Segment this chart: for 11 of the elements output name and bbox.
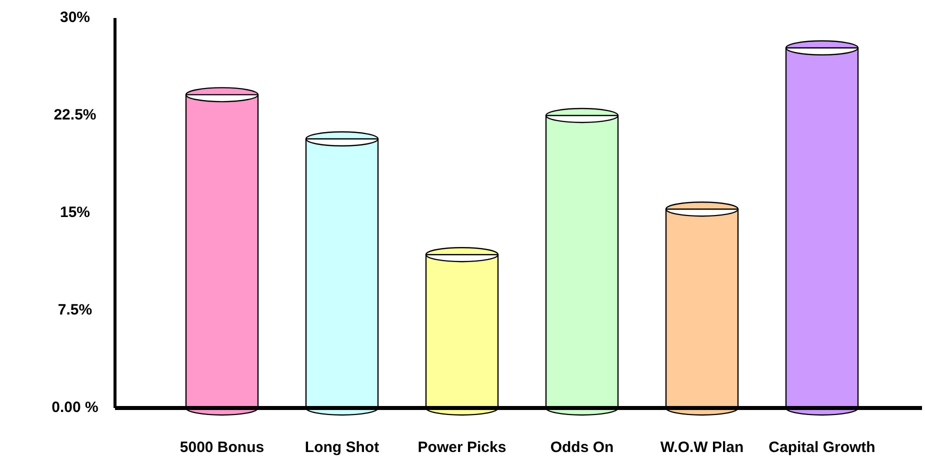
x-tick-label: Long Shot xyxy=(304,439,380,456)
x-tick-label: Power Picks xyxy=(418,439,506,456)
y-tick-label: 0.00 % xyxy=(52,398,98,416)
y-tick-label: 7.5% xyxy=(58,301,92,318)
y-tick-label: 22.5% xyxy=(54,106,96,124)
x-tick-label: 5000 Bonus xyxy=(180,439,264,456)
x-tick-label: Capital Growth xyxy=(768,439,876,456)
y-tick-label: 15% xyxy=(60,204,90,221)
x-tick-label: Odds On xyxy=(550,439,614,456)
x-tick-label: W.O.W Plan xyxy=(660,439,744,456)
y-tick-label: 30% xyxy=(60,8,90,26)
